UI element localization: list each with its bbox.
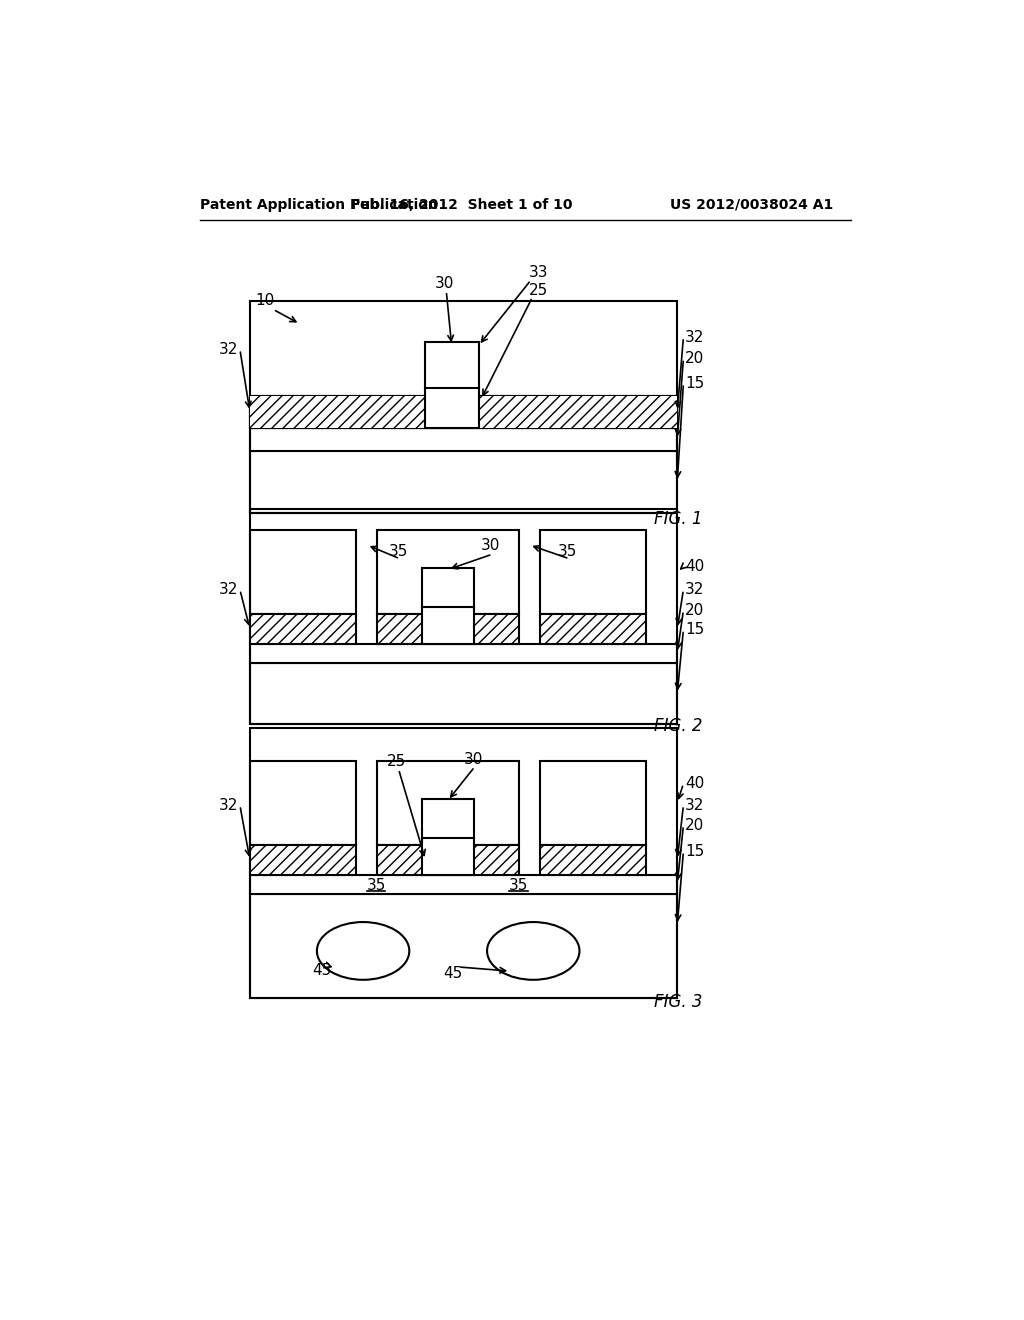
Bar	[541, 614, 646, 644]
Text: FIG. 1: FIG. 1	[654, 510, 702, 528]
Text: 32: 32	[219, 797, 239, 813]
Text: 40: 40	[685, 558, 705, 574]
Bar	[425, 342, 478, 428]
Bar	[422, 568, 474, 644]
Bar	[250, 301, 677, 512]
Bar	[250, 529, 356, 614]
Text: 30: 30	[464, 751, 483, 767]
Text: 25: 25	[529, 284, 548, 298]
Text: 40: 40	[685, 776, 705, 791]
Bar	[250, 396, 677, 428]
Ellipse shape	[487, 923, 580, 979]
Text: 20: 20	[685, 603, 705, 618]
Bar	[377, 845, 519, 874]
Bar	[250, 508, 677, 725]
Text: Patent Application Publication: Patent Application Publication	[200, 198, 437, 211]
Bar	[250, 428, 677, 451]
Bar	[250, 396, 425, 428]
Text: FIG. 2: FIG. 2	[654, 717, 702, 735]
Bar	[250, 894, 677, 998]
Bar	[425, 396, 478, 428]
Bar	[422, 799, 474, 874]
Bar	[422, 845, 474, 874]
Text: 35: 35	[558, 544, 578, 558]
Text: 20: 20	[685, 351, 705, 366]
Bar	[250, 644, 677, 663]
Text: 30: 30	[435, 276, 455, 290]
Text: 32: 32	[219, 582, 239, 597]
Bar	[250, 729, 677, 998]
Text: 45: 45	[312, 964, 331, 978]
Text: 35: 35	[367, 878, 386, 892]
Text: 15: 15	[685, 376, 705, 391]
Text: 32: 32	[685, 582, 705, 597]
Bar	[250, 663, 677, 725]
Bar	[250, 451, 677, 512]
Text: 20: 20	[685, 817, 705, 833]
Bar	[250, 874, 677, 894]
Text: US 2012/0038024 A1: US 2012/0038024 A1	[670, 198, 833, 211]
Text: 33: 33	[529, 265, 549, 280]
Bar	[250, 845, 356, 874]
Bar	[250, 760, 356, 845]
Text: 15: 15	[685, 622, 705, 638]
Text: 10: 10	[256, 293, 274, 309]
Text: 35: 35	[509, 878, 528, 892]
Text: 35: 35	[389, 544, 409, 558]
Bar	[377, 529, 519, 614]
Bar	[478, 396, 677, 428]
Bar	[377, 760, 519, 845]
Bar	[377, 614, 519, 644]
Text: 45: 45	[442, 965, 462, 981]
Bar	[422, 614, 474, 644]
Bar	[250, 396, 677, 428]
Text: 32: 32	[219, 342, 239, 356]
Text: 32: 32	[685, 330, 705, 345]
Text: Feb. 16, 2012  Sheet 1 of 10: Feb. 16, 2012 Sheet 1 of 10	[351, 198, 572, 211]
Bar	[541, 529, 646, 614]
Bar	[541, 760, 646, 845]
Text: 32: 32	[685, 797, 705, 813]
Text: 30: 30	[481, 539, 501, 553]
Text: FIG. 3: FIG. 3	[654, 993, 702, 1011]
Bar	[425, 396, 478, 428]
Bar	[250, 614, 356, 644]
Text: 25: 25	[387, 754, 406, 768]
Text: 15: 15	[685, 843, 705, 859]
Ellipse shape	[316, 923, 410, 979]
Bar	[541, 845, 646, 874]
